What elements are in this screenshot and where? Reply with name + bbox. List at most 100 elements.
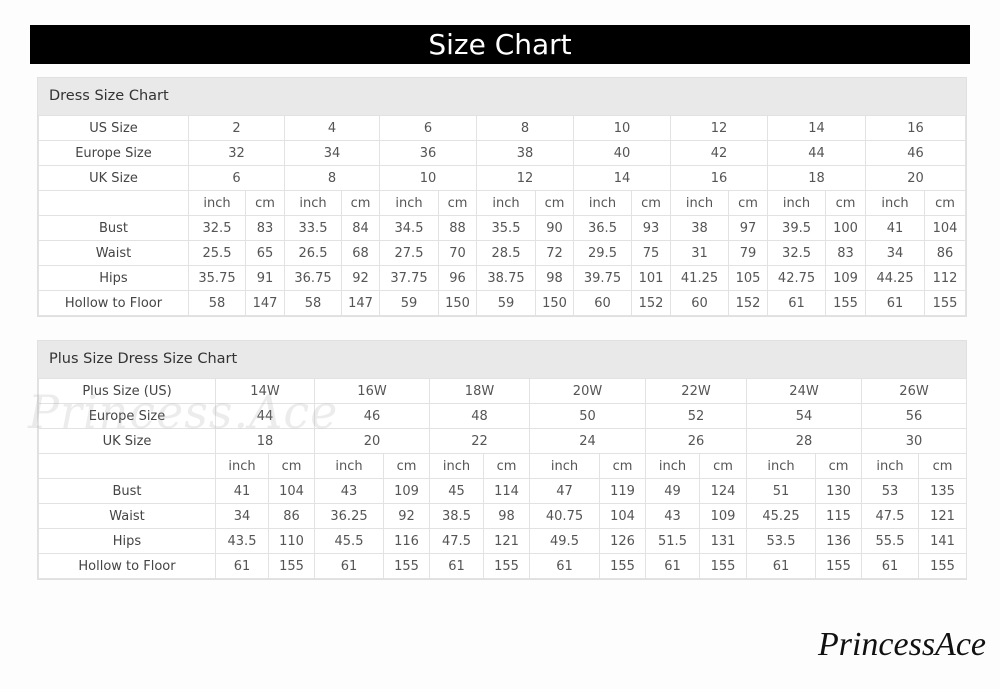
measure-cell: 121 <box>483 528 530 554</box>
table-row: Europe Size 44 46 48 50 52 54 56 <box>38 403 967 429</box>
unit-inch: inch <box>861 453 919 479</box>
unit-inch: inch <box>188 190 246 216</box>
table-row: Hollow to Floor 61 155 61 155 61 155 61 155 61 155… <box>38 553 967 579</box>
measure-cell: 35.5 <box>476 215 536 241</box>
row-label: Hips <box>38 265 189 291</box>
table-row: Hollow to Floor 58 147 58 147 59 150 59 150 60 152… <box>38 290 967 316</box>
dress-size-chart: Dress Size Chart US Size 2 4 6 8 10 12 14 16 Euro… <box>37 77 967 317</box>
table-heading: Plus Size Dress Size Chart <box>38 341 966 378</box>
unit-inch: inch <box>746 453 816 479</box>
unit-cm: cm <box>245 190 285 216</box>
measure-cell: 53 <box>861 478 919 504</box>
size-cell: 28 <box>746 428 862 454</box>
size-cell: 44 <box>215 403 315 429</box>
unit-cm: cm <box>728 190 769 216</box>
measure-cell: 155 <box>699 553 747 579</box>
measure-cell: 58 <box>188 290 246 316</box>
unit-cm: cm <box>535 190 574 216</box>
measure-cell: 155 <box>924 290 967 316</box>
measure-cell: 86 <box>924 240 967 266</box>
measure-cell: 130 <box>815 478 862 504</box>
measure-cell: 40.75 <box>529 503 600 529</box>
size-cell: 46 <box>314 403 430 429</box>
measure-cell: 92 <box>341 265 380 291</box>
measure-cell: 131 <box>699 528 747 554</box>
measure-cell: 100 <box>825 215 867 241</box>
measure-cell: 84 <box>341 215 380 241</box>
size-cell: 20W <box>529 378 646 404</box>
measure-cell: 41 <box>865 215 926 241</box>
measure-cell: 109 <box>825 265 867 291</box>
table-row: Bust 32.5 83 33.5 84 34.5 88 35.5 90 36.5 93 38 97 39… <box>38 215 967 241</box>
measure-cell: 112 <box>924 265 967 291</box>
measure-cell: 61 <box>215 553 269 579</box>
measure-cell: 114 <box>483 478 530 504</box>
measure-cell: 152 <box>728 290 769 316</box>
measure-cell: 97 <box>728 215 769 241</box>
measure-cell: 110 <box>268 528 315 554</box>
size-cell: 14W <box>215 378 315 404</box>
measure-cell: 109 <box>383 478 430 504</box>
unit-inch: inch <box>284 190 342 216</box>
measure-cell: 28.5 <box>476 240 536 266</box>
measure-cell: 61 <box>767 290 827 316</box>
measure-cell: 150 <box>535 290 574 316</box>
unit-inch: inch <box>429 453 484 479</box>
measure-cell: 96 <box>438 265 477 291</box>
row-label: UK Size <box>38 428 216 454</box>
row-label: Hollow to Floor <box>38 553 216 579</box>
row-label: Plus Size (US) <box>38 378 216 404</box>
size-cell: 38 <box>476 140 574 166</box>
size-cell: 24W <box>746 378 862 404</box>
measure-cell: 41.25 <box>670 265 730 291</box>
size-cell: 16W <box>314 378 430 404</box>
measure-cell: 59 <box>476 290 536 316</box>
unit-inch: inch <box>476 190 536 216</box>
measure-cell: 61 <box>865 290 926 316</box>
measure-cell: 136 <box>815 528 862 554</box>
table-row: Europe Size 32 34 36 38 40 42 44 46 <box>38 140 967 166</box>
measure-cell: 68 <box>341 240 380 266</box>
measure-cell: 39.75 <box>573 265 632 291</box>
measure-cell: 58 <box>284 290 342 316</box>
measure-cell: 37.75 <box>379 265 439 291</box>
measure-cell: 33.5 <box>284 215 342 241</box>
size-cell: 10 <box>379 165 477 191</box>
unit-cm: cm <box>699 453 747 479</box>
measure-cell: 86 <box>268 503 315 529</box>
measure-cell: 88 <box>438 215 477 241</box>
measure-cell: 147 <box>341 290 380 316</box>
size-cell: 16 <box>670 165 769 191</box>
measure-cell: 79 <box>728 240 769 266</box>
table-row: Bust 41 104 43 109 45 114 47 119 49 124 51 130 53 135 <box>38 478 967 504</box>
measure-cell: 36.5 <box>573 215 632 241</box>
unit-inch: inch <box>670 190 730 216</box>
unit-inch: inch <box>314 453 384 479</box>
size-cell: 54 <box>746 403 862 429</box>
size-cell: 48 <box>429 403 530 429</box>
measure-cell: 121 <box>918 503 967 529</box>
size-cell: 4 <box>284 115 380 141</box>
page-title: Size Chart <box>30 25 970 64</box>
unit-cm: cm <box>630 190 672 216</box>
size-cell: 18 <box>767 165 867 191</box>
measure-cell: 83 <box>245 215 285 241</box>
measure-cell: 31 <box>670 240 730 266</box>
row-label: Hips <box>38 528 216 554</box>
unit-inch: inch <box>379 190 439 216</box>
measure-cell: 155 <box>825 290 867 316</box>
row-label: UK Size <box>38 165 189 191</box>
unit-inch: inch <box>645 453 700 479</box>
size-cell: 50 <box>529 403 646 429</box>
size-cell: 32 <box>188 140 285 166</box>
row-label: Waist <box>38 503 216 529</box>
plus-size-dress-size-chart: Plus Size Dress Size Chart Plus Size (US… <box>37 340 967 580</box>
measure-cell: 47.5 <box>861 503 919 529</box>
measure-cell: 43 <box>314 478 384 504</box>
measure-cell: 45.25 <box>746 503 816 529</box>
measure-cell: 141 <box>918 528 967 554</box>
measure-cell: 45 <box>429 478 484 504</box>
measure-cell: 51.5 <box>645 528 700 554</box>
measure-cell: 38.75 <box>476 265 536 291</box>
measure-cell: 147 <box>245 290 285 316</box>
